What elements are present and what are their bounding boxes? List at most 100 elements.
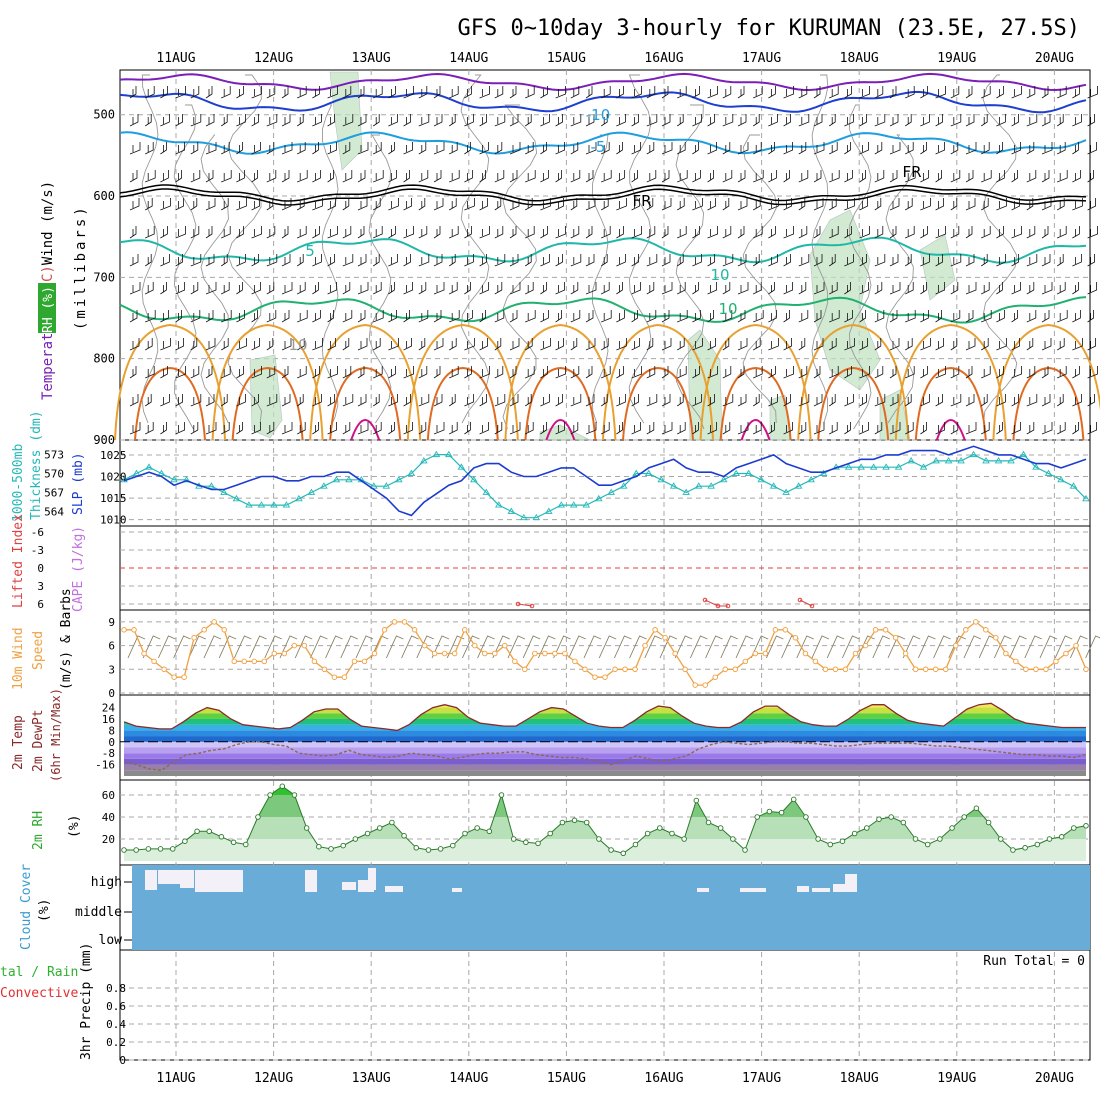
wind-barb <box>494 142 503 155</box>
wind-barb <box>996 366 1004 379</box>
wind-barb <box>981 86 991 99</box>
wind-barb <box>357 226 365 239</box>
wind-barb <box>448 394 456 407</box>
thickness-point <box>457 463 466 470</box>
wind-barb <box>266 198 274 211</box>
wind10-barb <box>948 635 966 659</box>
temp-band <box>124 736 1086 742</box>
wind-barb <box>783 254 791 267</box>
wind-barb <box>905 422 914 435</box>
date-label-top: 11AUG <box>156 51 195 66</box>
wind-barb <box>889 226 897 239</box>
wind-barb <box>266 254 278 267</box>
wind-barb <box>266 282 275 295</box>
wind-barb <box>205 114 215 127</box>
thickness-point <box>382 482 391 489</box>
wind10-point <box>973 619 979 625</box>
wind-barb <box>722 394 734 407</box>
wind10-barb <box>598 635 617 659</box>
rh-point <box>1022 845 1028 851</box>
wind-barb <box>859 422 869 435</box>
thickness-point <box>182 475 191 483</box>
cloud-unit: (%) <box>37 899 52 922</box>
wind-barb <box>525 282 534 295</box>
thickness-point <box>907 457 915 464</box>
wind-barb <box>281 114 291 127</box>
wind-barb <box>494 422 503 435</box>
rh-point <box>437 846 444 852</box>
wind-barb <box>342 142 351 155</box>
thickness-point <box>407 469 416 476</box>
rh2m-ylabel-text: 2m RH <box>31 811 46 850</box>
wind-barb <box>281 338 292 351</box>
wind-barb <box>981 170 992 183</box>
wind10-point <box>542 650 548 657</box>
rh-point <box>510 836 517 842</box>
wind-barb <box>129 366 137 379</box>
dewpt-ylabel-text: 2m DewPt <box>31 709 46 772</box>
rh-point <box>267 792 273 798</box>
wind-barb <box>464 310 473 323</box>
wind-barb <box>829 366 839 379</box>
wind-barb <box>1026 142 1035 155</box>
wind-barb <box>342 282 351 295</box>
wind-barb <box>175 226 186 239</box>
thickness-point <box>345 475 353 483</box>
wind-barb <box>236 254 246 267</box>
isotherm-darkorange <box>426 366 499 441</box>
wind-barb <box>236 142 243 155</box>
wind-barb <box>388 422 395 435</box>
wind10-point <box>582 666 588 673</box>
rh-point <box>462 830 468 837</box>
wind-barb <box>1087 310 1094 323</box>
wind-barb <box>342 310 353 323</box>
wind10-point <box>201 627 207 633</box>
wind-barb <box>844 422 851 435</box>
wind10-point <box>351 658 358 665</box>
contour-label: FR <box>902 163 921 181</box>
wind-barb <box>844 282 851 295</box>
wind-tick: 0 <box>108 687 115 700</box>
wind-barb <box>965 394 975 407</box>
wind10-point <box>912 666 919 673</box>
wind10-barb <box>993 635 1012 659</box>
wind10-point <box>732 666 739 673</box>
wind-barb <box>297 366 307 379</box>
wind-barb <box>737 170 746 183</box>
wind-barb <box>570 310 581 323</box>
thickness-point <box>1082 494 1090 502</box>
thickness-point <box>657 475 666 483</box>
rh-contour-line <box>502 104 538 430</box>
wind-barb <box>144 394 152 407</box>
wind-barb <box>220 254 228 267</box>
wind-barb <box>312 198 323 211</box>
wind-barb <box>327 394 335 407</box>
wind-barb <box>707 254 715 267</box>
rh-point <box>401 832 407 839</box>
wind-barb <box>692 86 700 99</box>
rh-contour-line <box>811 74 829 424</box>
rh-band <box>124 839 1086 861</box>
wind-barb <box>631 226 642 239</box>
thickness-ylabel2: Thickness (dm) <box>29 410 44 520</box>
rh-band <box>124 786 1086 795</box>
wind-barb <box>403 366 414 379</box>
rh-point <box>1034 841 1041 848</box>
wind-barb <box>768 282 775 295</box>
wind-barb <box>874 198 882 211</box>
wind-barb <box>418 338 426 351</box>
thickness-tick: 564 <box>44 505 64 518</box>
precip-tick: 0.6 <box>106 1000 126 1013</box>
wind10-barb <box>340 635 358 659</box>
wind-barb <box>1026 394 1038 407</box>
wind-barb <box>996 86 1004 99</box>
wind10-point <box>932 666 939 673</box>
wind-barb <box>661 86 669 99</box>
rh-point <box>474 825 480 831</box>
wind10-point <box>311 658 318 665</box>
wind-barb <box>418 142 427 155</box>
wind-barb <box>646 394 658 407</box>
wind-barb <box>889 114 899 127</box>
rh-point <box>632 841 639 848</box>
wind-barb <box>737 394 747 407</box>
